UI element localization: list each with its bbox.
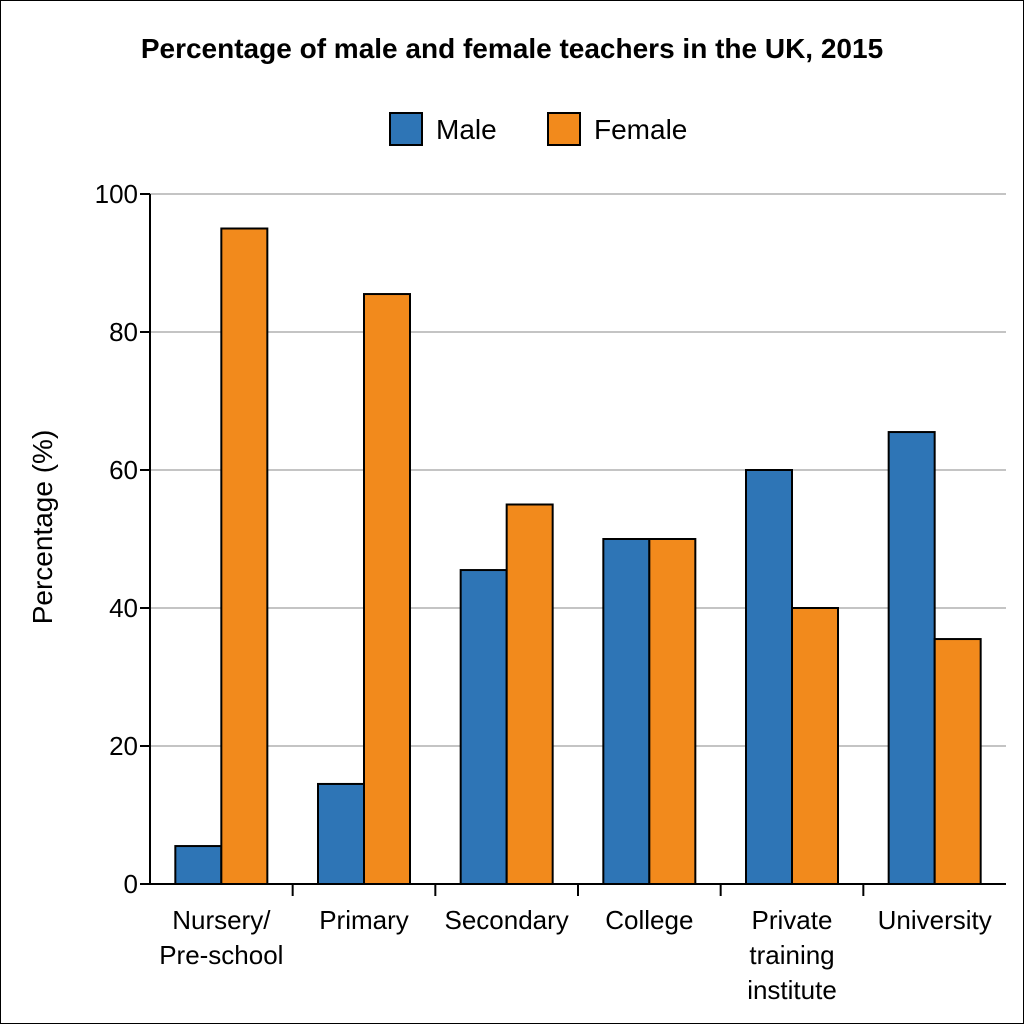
legend: Male Female bbox=[389, 112, 687, 146]
legend-label-male: Male bbox=[436, 114, 497, 145]
x-category-label-5: University bbox=[878, 905, 992, 935]
legend-swatch-male bbox=[389, 112, 423, 146]
y-tick-label-60: 60 bbox=[109, 455, 138, 485]
bar-male-2 bbox=[459, 569, 508, 885]
x-category-label-4-line-2: institute bbox=[747, 975, 837, 1005]
bar-male-0 bbox=[174, 845, 223, 885]
bar-female-5 bbox=[933, 638, 982, 885]
bar-male-4 bbox=[745, 469, 793, 885]
y-axis-title: Percentage (%) bbox=[27, 430, 58, 625]
x-category-label-0-line-0: Nursery/ bbox=[172, 905, 271, 935]
bar-male-3 bbox=[602, 538, 651, 885]
y-tick-label-100: 100 bbox=[95, 179, 138, 209]
chart-title: Percentage of male and female teachers i… bbox=[141, 33, 883, 64]
bars bbox=[174, 227, 982, 886]
y-tick-label-20: 20 bbox=[109, 731, 138, 761]
x-category-label-4-line-0: Private bbox=[752, 905, 833, 935]
x-category-label-4-line-1: training bbox=[749, 940, 834, 970]
legend-swatch-female bbox=[547, 112, 581, 146]
bar-female-0 bbox=[220, 227, 269, 885]
x-category-label-1: Primary bbox=[319, 905, 409, 935]
x-category-label-2: Secondary bbox=[445, 905, 569, 935]
y-tick-label-80: 80 bbox=[109, 317, 138, 347]
y-tick-labels: 0 20 40 60 80 100 bbox=[95, 179, 138, 899]
legend-label-female: Female bbox=[594, 114, 687, 145]
axes bbox=[140, 194, 1006, 896]
bar-male-1 bbox=[317, 782, 365, 886]
bar-female-3 bbox=[648, 538, 697, 885]
y-tick-label-40: 40 bbox=[109, 593, 138, 623]
bar-female-1 bbox=[363, 293, 411, 885]
x-category-label-0-line-1: Pre-school bbox=[159, 940, 283, 970]
y-tick-label-0: 0 bbox=[124, 869, 138, 899]
gridlines bbox=[140, 193, 1006, 885]
bar-male-5 bbox=[887, 431, 936, 885]
x-category-labels: Nursery/Pre-school Primary Secondary Colleg… bbox=[159, 905, 992, 1005]
bar-female-4 bbox=[791, 607, 839, 885]
bar-female-2 bbox=[505, 503, 554, 885]
x-category-label-3: College bbox=[605, 905, 693, 935]
